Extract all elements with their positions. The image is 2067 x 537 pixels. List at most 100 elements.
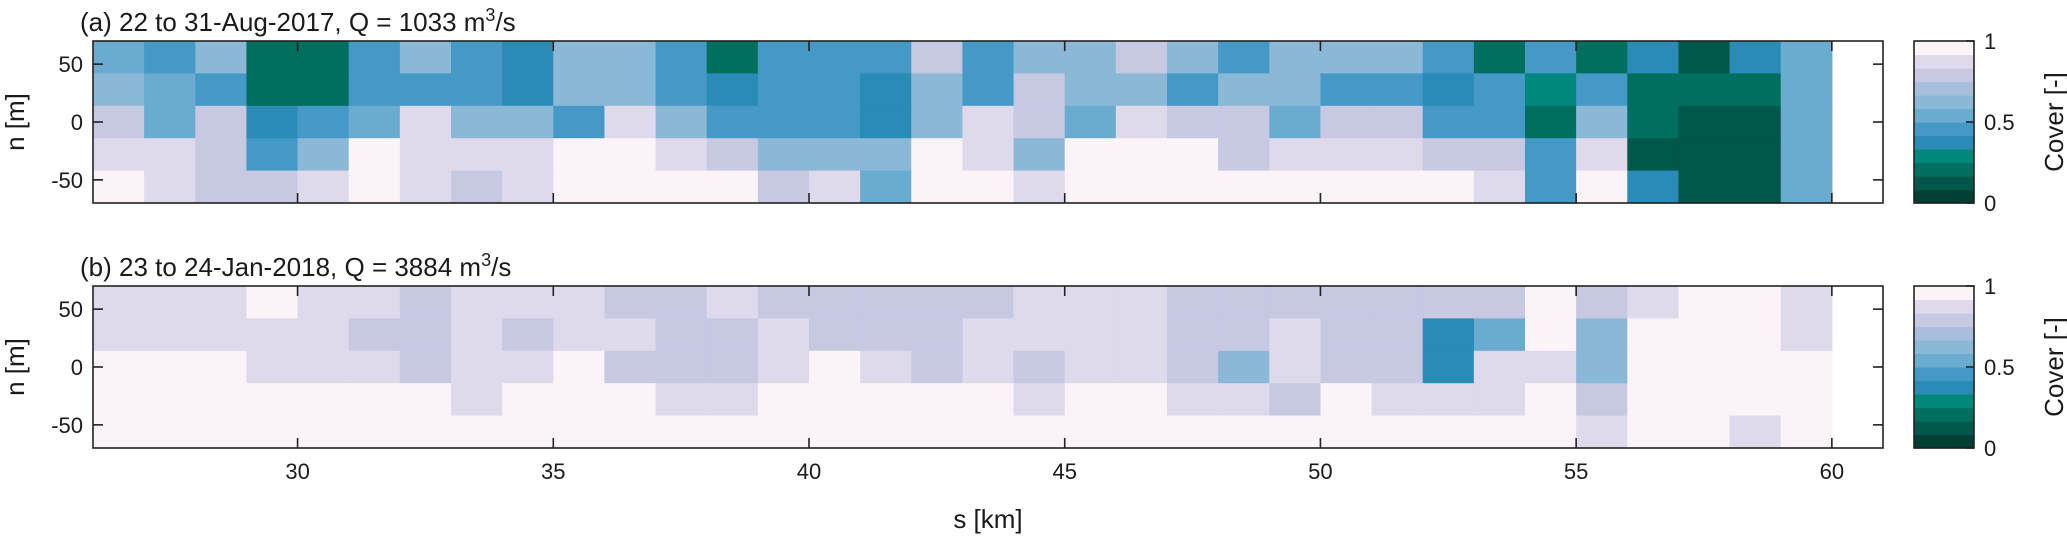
panel-a-cell	[1064, 73, 1117, 107]
colorbar-a-swatch	[1914, 122, 1974, 137]
panel-b-cell	[297, 383, 350, 417]
panel-a-cell	[1064, 41, 1117, 74]
panel-a-cell	[1729, 170, 1782, 204]
colorbar-b-swatch	[1914, 353, 1974, 368]
panel-b-cell	[246, 286, 299, 319]
panel-a-cell	[144, 41, 196, 74]
panel-a-cell	[246, 73, 299, 107]
panel-a-cell	[1167, 138, 1219, 172]
panel-a-cell	[1218, 170, 1270, 204]
panel-a-ytick-label: 0	[71, 110, 83, 135]
colorbar-a-swatch	[1914, 176, 1974, 191]
panel-b-ytick-label: -50	[51, 413, 83, 438]
colorbar-b-swatch	[1914, 367, 1974, 382]
panel-a-cell	[809, 105, 861, 139]
panel-b-xtick-label: 30	[285, 459, 309, 484]
panel-b-cell	[399, 318, 452, 352]
panel-b-xtick-label: 35	[541, 459, 565, 484]
panel-b-cell	[502, 383, 554, 417]
panel-a-cell	[655, 105, 708, 139]
panel-a-cell	[93, 73, 145, 107]
panel-a-title: (a) 22 to 31-Aug-2017, Q = 1033 m3/s	[80, 5, 516, 37]
panel-a-cell	[1064, 170, 1117, 204]
panel-a-cell	[1320, 41, 1373, 74]
panel-b-cell	[1371, 350, 1424, 384]
panel-b-cell	[553, 350, 606, 384]
panel-b-cell	[1678, 286, 1731, 319]
panel-a-cell	[911, 105, 964, 139]
panel-a-cell	[1371, 138, 1424, 172]
panel-a-cell	[1269, 41, 1322, 74]
panel-a-cell	[1678, 170, 1731, 204]
panel-a-cell	[1013, 138, 1066, 172]
panel-b-cell	[1371, 383, 1424, 417]
panel-b-cell	[195, 383, 248, 417]
panel-b-cell	[1678, 350, 1731, 384]
colorbar-b-tick-label: 0	[1984, 436, 1996, 461]
panel-a-cell	[348, 73, 401, 107]
panel-b-cell	[1167, 383, 1219, 417]
panel-a-cell	[1422, 170, 1475, 204]
panel-b-cell	[297, 318, 350, 352]
colorbar-b-swatch	[1914, 434, 1974, 449]
panel-b-cell	[1013, 350, 1066, 384]
colorbar-a-swatch	[1914, 189, 1974, 204]
panel-a-cell	[1627, 105, 1680, 139]
panel-b-cell	[1576, 286, 1628, 319]
panel-a-cell	[1422, 73, 1475, 107]
panel-a-ytick-label: -50	[51, 168, 83, 193]
panel-b-cell	[1525, 318, 1577, 352]
panel-b-heatmap: 30 35 40 45 50 55 60 50 0 -50 (b) 23 to 24-Jan-20…	[0, 250, 1884, 534]
panel-b-cell	[1627, 415, 1680, 449]
panel-a-cell	[1167, 105, 1219, 139]
panel-b-cell	[860, 318, 912, 352]
panel-b-cell	[1473, 350, 1526, 384]
panel-a-cell	[502, 73, 554, 107]
panel-b-cell	[93, 318, 145, 352]
panel-a-cell	[1473, 138, 1526, 172]
panel-b-cell	[1013, 415, 1066, 449]
panel-b-cell	[144, 286, 196, 319]
panel-a-cell	[1627, 73, 1680, 107]
panel-a-cell	[706, 41, 759, 74]
colorbar-a-tick-label: 1	[1984, 29, 1996, 54]
panel-a-cell	[1269, 170, 1322, 204]
panel-a-cell	[451, 170, 503, 204]
panel-b-cell	[1780, 318, 1833, 352]
panel-b-cell	[757, 383, 810, 417]
panel-b-cell	[1064, 286, 1117, 319]
panel-a-cell	[1064, 138, 1117, 172]
panel-a-cell	[1064, 105, 1117, 139]
panel-b-cell	[1320, 415, 1373, 449]
panel-a-cell	[1422, 41, 1475, 74]
panel-b-cell	[604, 286, 657, 319]
panel-a-cell	[502, 41, 554, 74]
panel-b-cell	[297, 415, 350, 449]
colorbar-a-swatch	[1914, 54, 1974, 69]
colorbar-b-label: Cover [-]	[2039, 317, 2067, 417]
panel-a-cell	[502, 105, 554, 139]
panel-b-cell	[604, 383, 657, 417]
panel-b-cell	[1218, 415, 1270, 449]
panel-b-cell	[144, 318, 196, 352]
panel-a-cell	[1576, 170, 1628, 204]
panel-b-cell	[1422, 383, 1475, 417]
panel-a-cell	[962, 138, 1015, 172]
panel-a-cell	[553, 105, 606, 139]
panel-b-cell	[655, 350, 708, 384]
panel-b-cell	[655, 383, 708, 417]
panel-b-cell	[1627, 286, 1680, 319]
panel-a-cell	[1525, 138, 1577, 172]
colorbar-a-swatch	[1914, 41, 1974, 56]
panel-a-cell	[399, 138, 452, 172]
panel-a-cell	[1320, 105, 1373, 139]
panel-a-cell	[1525, 170, 1577, 204]
panel-a-cell	[655, 138, 708, 172]
panel-b-cell	[399, 383, 452, 417]
panel-a-cell	[706, 73, 759, 107]
panel-b-cell	[399, 350, 452, 384]
panel-a-cell	[1627, 41, 1680, 74]
panel-b-cell	[911, 350, 964, 384]
panel-a-cell	[860, 170, 912, 204]
panel-b-cell	[1780, 415, 1833, 449]
